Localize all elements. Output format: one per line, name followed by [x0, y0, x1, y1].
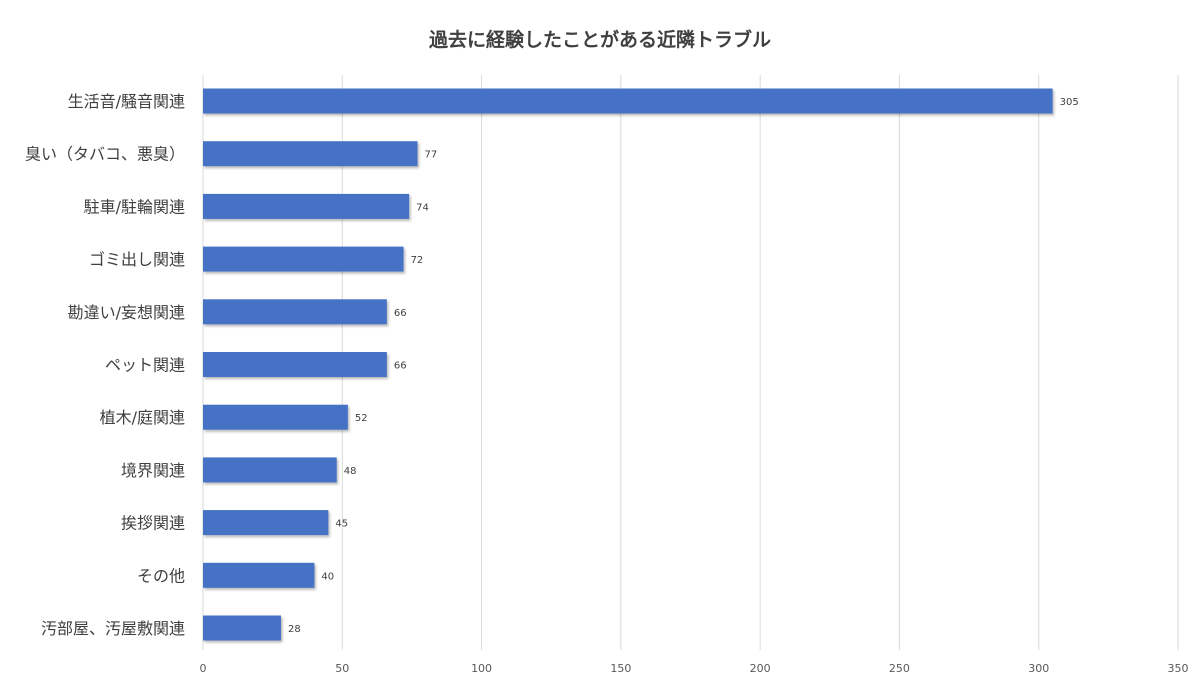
bar: [203, 193, 410, 219]
data-label: 28: [288, 624, 301, 635]
data-label: 52: [355, 413, 368, 424]
category-label: 植木/庭関連: [100, 408, 185, 427]
x-tick-label: 50: [335, 662, 349, 675]
data-label: 40: [321, 571, 334, 582]
x-tick-label: 150: [610, 662, 631, 675]
bars: [203, 88, 1053, 641]
x-tick-label: 0: [200, 662, 207, 675]
category-label: 勘違い/妄想関連: [68, 303, 185, 322]
x-tick-label: 250: [889, 662, 910, 675]
category-label: 駐車/駐輪関連: [84, 197, 185, 216]
chart-title: 過去に経験したことがある近隣トラブル: [429, 28, 771, 51]
bar: [203, 562, 315, 588]
bar: [203, 88, 1053, 114]
bar: [203, 246, 404, 272]
data-label: 45: [335, 519, 348, 530]
gridlines: [202, 75, 1179, 650]
bar: [203, 141, 418, 167]
x-tick-label: 300: [1028, 662, 1049, 675]
data-label: 66: [394, 361, 407, 372]
category-label: その他: [137, 566, 185, 585]
data-label: 74: [416, 202, 429, 213]
x-tick-label: 100: [471, 662, 492, 675]
data-label: 77: [425, 150, 438, 161]
category-label: 挨拶関連: [121, 514, 185, 533]
data-label: 66: [394, 308, 407, 319]
bar: [203, 510, 329, 536]
bar: [203, 352, 387, 377]
category-label: ゴミ出し関連: [89, 250, 185, 269]
category-label: 臭い（タバコ、悪臭）: [25, 145, 185, 164]
bar: [203, 404, 348, 430]
category-label: 生活音/騒音関連: [68, 92, 185, 111]
bar: [203, 299, 387, 325]
data-labels: 305 77 74 72 66 66 52 48 45 40 28: [288, 97, 1079, 635]
x-axis-ticks: 0 50 100 150 200 250 300 350: [200, 662, 1189, 675]
category-label: 境界関連: [121, 461, 185, 480]
bar: [203, 457, 337, 483]
data-label: 305: [1060, 97, 1079, 108]
x-tick-label: 200: [750, 662, 771, 675]
category-label: 汚部屋、汚屋敷関連: [41, 619, 185, 638]
bar: [203, 615, 281, 641]
data-label: 48: [344, 466, 357, 477]
category-label: ペット関連: [105, 356, 185, 375]
x-tick-label: 350: [1168, 662, 1189, 675]
data-label: 72: [411, 255, 424, 266]
